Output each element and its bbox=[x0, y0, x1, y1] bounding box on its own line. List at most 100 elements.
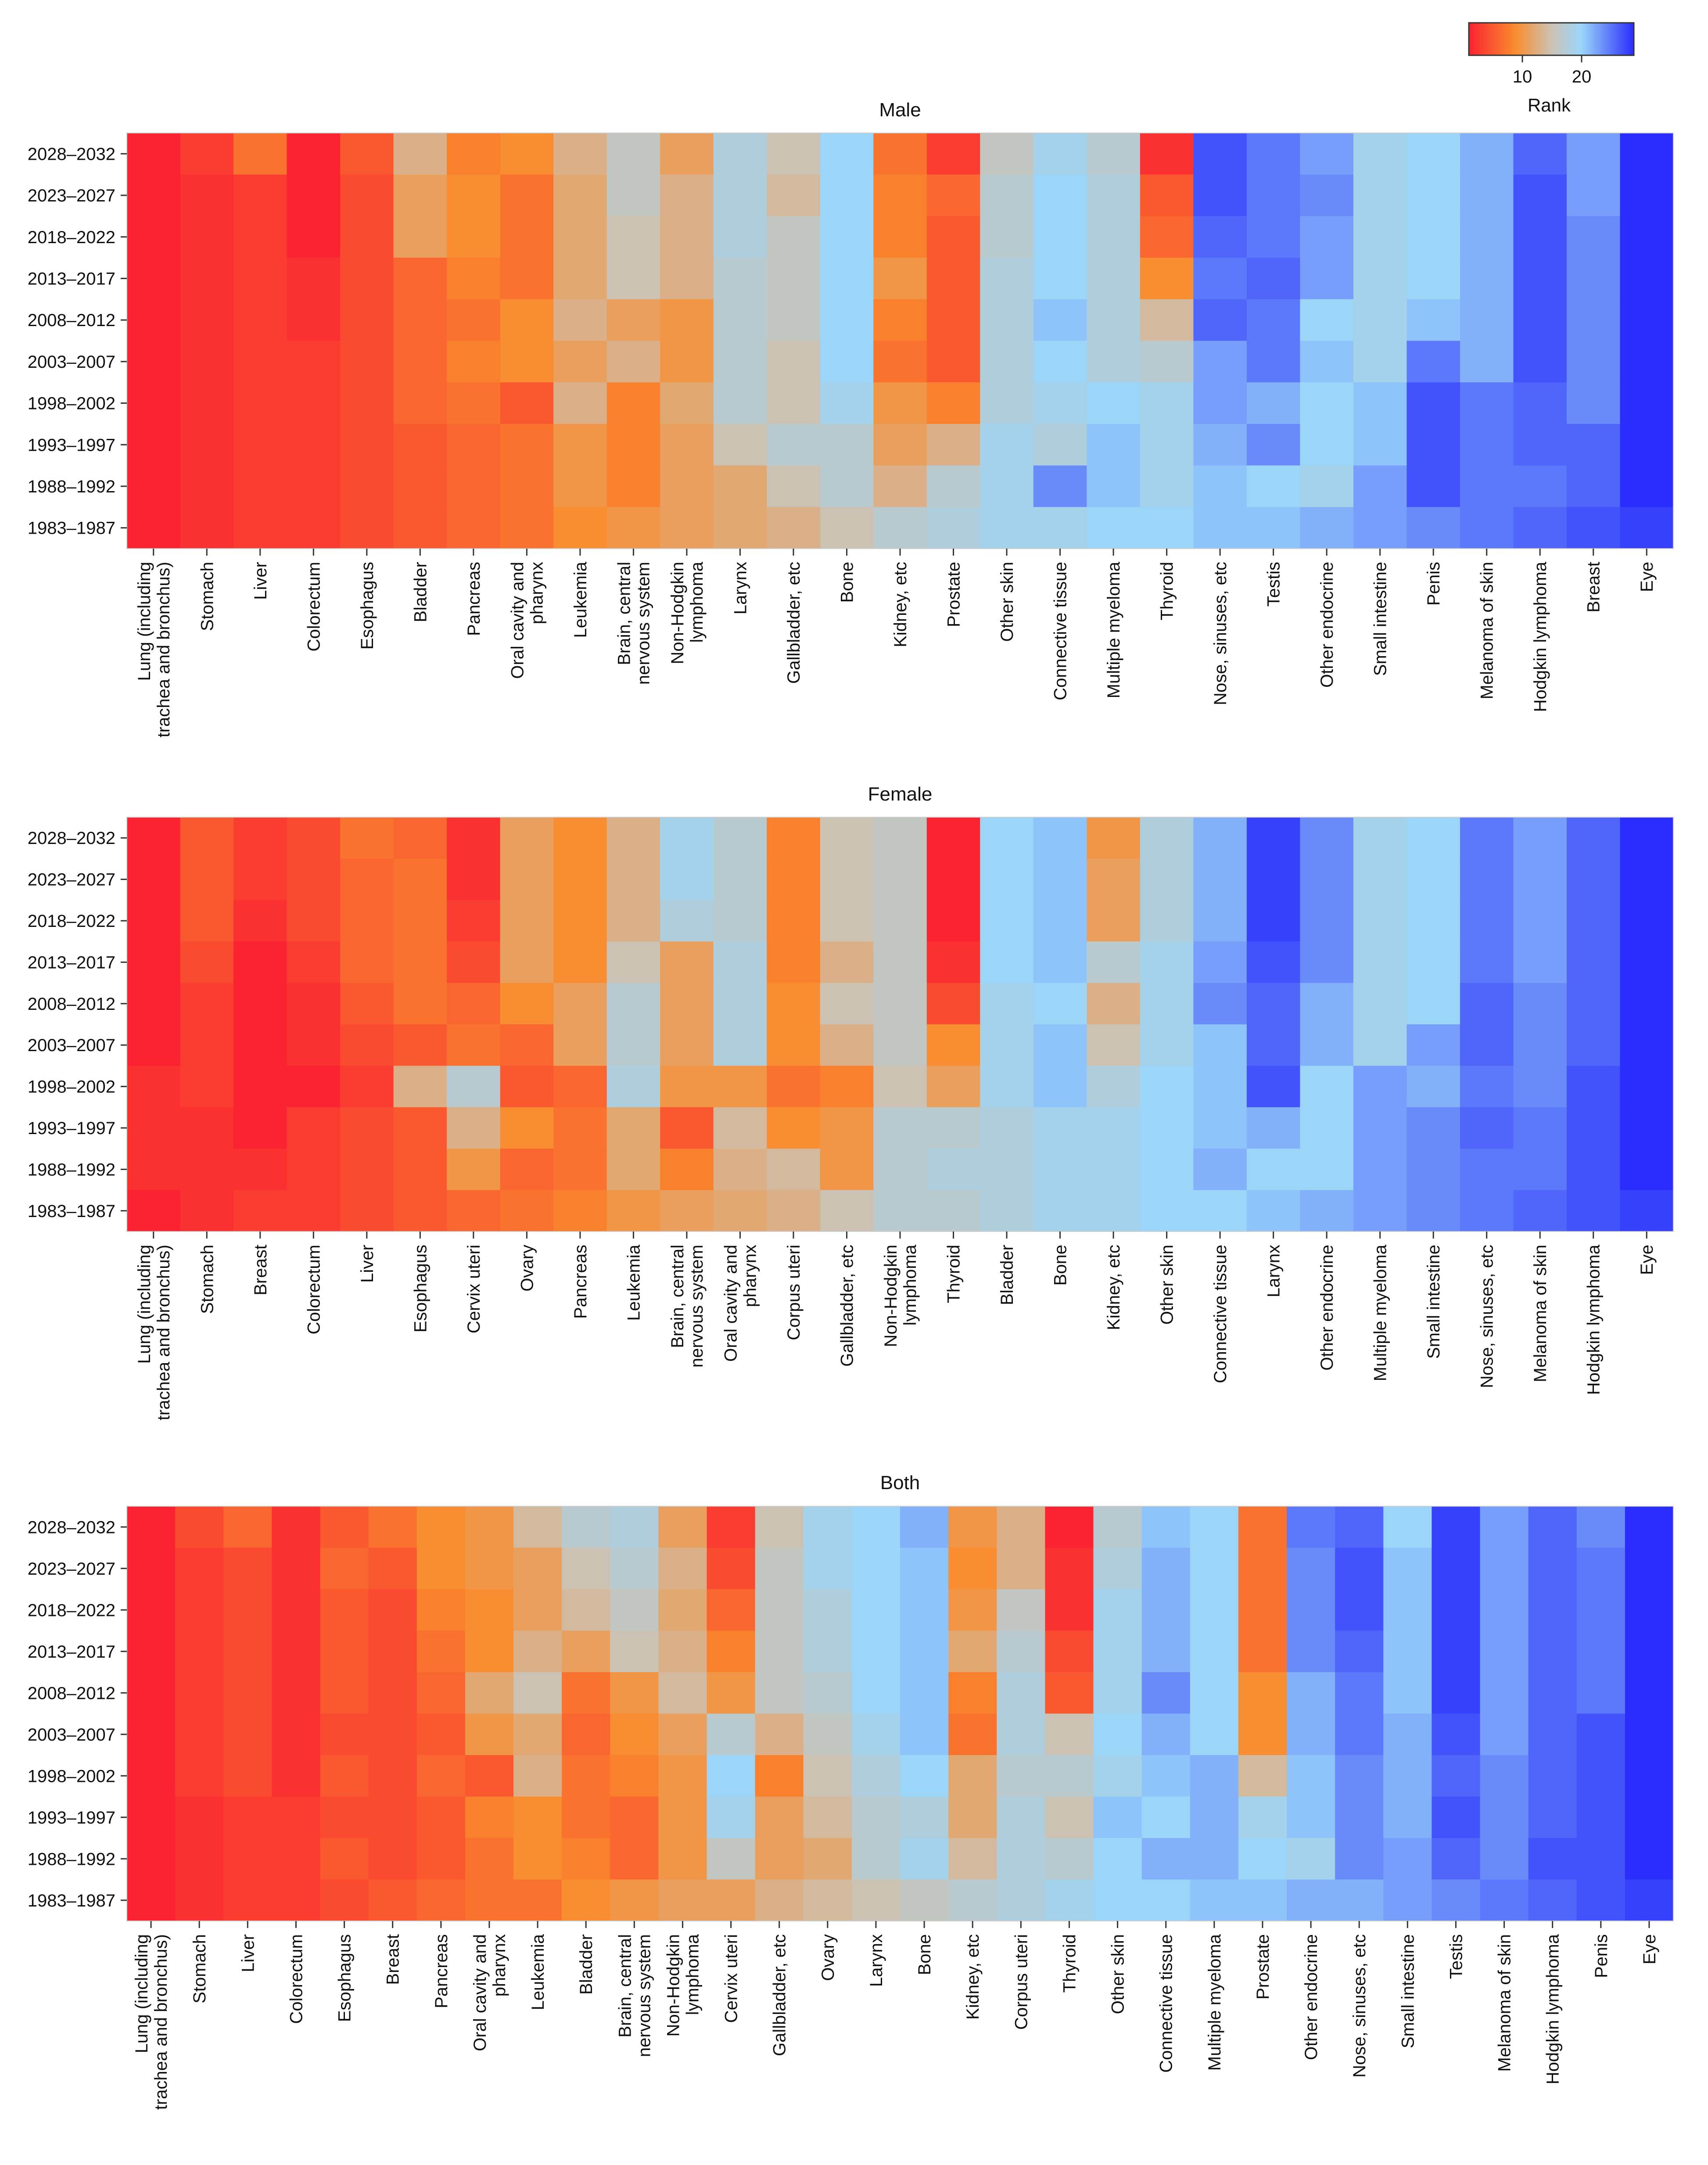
heatmap-cell bbox=[287, 941, 341, 984]
x-tick-label: Penis bbox=[1592, 1934, 1611, 1978]
heatmap-cell bbox=[175, 1755, 224, 1797]
heatmap-cell bbox=[873, 858, 927, 901]
heatmap-cell bbox=[180, 465, 234, 508]
heatmap-cell bbox=[287, 424, 341, 466]
heatmap-cell bbox=[610, 1506, 659, 1548]
x-tick-label: Leukemia bbox=[571, 561, 590, 638]
heatmap-cell bbox=[287, 174, 341, 217]
heatmap-cell bbox=[223, 1879, 273, 1921]
heatmap-cell bbox=[658, 1879, 707, 1921]
heatmap-cell bbox=[1141, 1879, 1191, 1921]
heatmap-cell bbox=[1141, 1713, 1191, 1756]
x-tick-label: Pancreas bbox=[464, 562, 484, 636]
heatmap-cell bbox=[1287, 1838, 1335, 1880]
heatmap-cell bbox=[707, 1672, 756, 1714]
heatmap-cell bbox=[500, 424, 554, 466]
y-tick-label: 1993–1997 bbox=[28, 435, 115, 455]
heatmap-cell bbox=[1620, 341, 1674, 383]
heatmap-cell bbox=[127, 133, 181, 175]
heatmap-cell bbox=[713, 983, 768, 1025]
heatmap-cell bbox=[1193, 941, 1247, 984]
heatmap-cell bbox=[233, 1149, 287, 1191]
x-tick-label: Leukemia bbox=[624, 1244, 643, 1321]
heatmap-cell bbox=[180, 133, 234, 175]
heatmap-cell bbox=[233, 1024, 287, 1066]
y-tick-label: 2018–2022 bbox=[28, 1601, 115, 1620]
x-tick-label: Corpus uteri bbox=[784, 1245, 804, 1340]
heatmap-cell bbox=[606, 983, 660, 1025]
x-tick-label: Nose, sinuses, etc bbox=[1211, 562, 1230, 705]
heatmap-cell bbox=[1193, 341, 1247, 383]
x-tick-label: Hodgkin lymphoma bbox=[1584, 1244, 1604, 1395]
heatmap-cell bbox=[1460, 424, 1514, 466]
x-tick-label: Bone bbox=[915, 1934, 934, 1975]
x-tick-label: Testis bbox=[1264, 562, 1284, 607]
x-tick-label: Melanoma of skin bbox=[1478, 562, 1497, 699]
heatmap-cell bbox=[1460, 258, 1514, 300]
heatmap-cell bbox=[223, 1713, 273, 1756]
y-tick-label: 2003–2007 bbox=[28, 1725, 115, 1745]
heatmap-cell bbox=[900, 1506, 949, 1548]
heatmap-cell bbox=[1353, 900, 1407, 942]
heatmap-cell bbox=[287, 900, 341, 942]
x-tick-label: Brain, centralnervous system bbox=[614, 562, 653, 685]
heatmap-cell bbox=[287, 1149, 341, 1191]
heatmap-cell bbox=[1087, 900, 1141, 942]
heatmap-cell bbox=[980, 382, 1034, 424]
y-tick-label: 1983–1987 bbox=[28, 1891, 115, 1910]
heatmap-cell bbox=[500, 216, 554, 258]
heatmap-cell bbox=[393, 382, 447, 424]
x-tick-label: Esophagus bbox=[335, 1934, 355, 2022]
x-tick-label: Cervix uteri bbox=[722, 1934, 741, 2023]
heatmap-cell bbox=[500, 299, 554, 341]
heatmap-cell bbox=[820, 858, 874, 901]
heatmap-cell bbox=[1193, 858, 1247, 901]
heatmap-cell bbox=[1087, 507, 1141, 549]
heatmap-cell bbox=[127, 341, 181, 383]
heatmap-cell bbox=[287, 299, 341, 341]
x-tick-label: Small intestine bbox=[1424, 1245, 1443, 1359]
heatmap-cell bbox=[1140, 817, 1194, 859]
heatmap-cell bbox=[851, 1506, 901, 1548]
heatmap-cell bbox=[127, 1190, 181, 1232]
heatmap-cell bbox=[1513, 341, 1567, 383]
heatmap-cell bbox=[1087, 258, 1141, 300]
heatmap-cell bbox=[803, 1796, 852, 1838]
x-tick-label: Small intestine bbox=[1371, 562, 1390, 676]
heatmap-cell bbox=[1033, 817, 1087, 859]
heatmap-cell bbox=[660, 1066, 714, 1108]
heatmap-cell bbox=[660, 900, 714, 942]
heatmap-cell bbox=[180, 382, 234, 424]
heatmap-cell bbox=[287, 1107, 341, 1149]
heatmap-cell bbox=[1566, 1149, 1621, 1191]
heatmap-cell bbox=[658, 1796, 707, 1838]
x-tick-label: Eye bbox=[1637, 1245, 1657, 1275]
heatmap-cell bbox=[1353, 341, 1407, 383]
heatmap-cell bbox=[180, 174, 234, 217]
x-tick-label: Bladder bbox=[411, 562, 430, 622]
heatmap-cell bbox=[900, 1589, 949, 1631]
x-tick-label: Hodgkin lymphoma bbox=[1531, 561, 1550, 712]
x-tick-label: Brain, centralnervous system bbox=[668, 1245, 707, 1368]
heatmap-cell bbox=[1246, 1107, 1301, 1149]
heatmap-cell bbox=[851, 1713, 901, 1756]
heatmap-cell bbox=[175, 1879, 224, 1921]
heatmap-cell bbox=[513, 1879, 562, 1921]
heatmap-cell bbox=[447, 1024, 501, 1066]
heatmap-cell bbox=[223, 1547, 273, 1590]
heatmap-cell bbox=[320, 1755, 369, 1797]
x-tick-label: Colorectum bbox=[287, 1934, 306, 2024]
heatmap-cell bbox=[997, 1755, 1046, 1797]
y-tick-label: 2018–2022 bbox=[28, 228, 115, 247]
heatmap-cell bbox=[562, 1630, 611, 1673]
heatmap-cell bbox=[1480, 1630, 1529, 1673]
heatmap-cell bbox=[233, 941, 287, 984]
heatmap-cell bbox=[980, 983, 1034, 1025]
heatmap-cell bbox=[1238, 1755, 1287, 1797]
x-tick-label: Eye bbox=[1637, 562, 1657, 592]
heatmap-cell bbox=[1246, 133, 1301, 175]
x-tick-label: Connective tissue bbox=[1051, 562, 1070, 700]
heatmap-cell bbox=[1335, 1547, 1384, 1590]
x-tick-label: Testis bbox=[1446, 1934, 1466, 1979]
heatmap-cell bbox=[340, 133, 394, 175]
